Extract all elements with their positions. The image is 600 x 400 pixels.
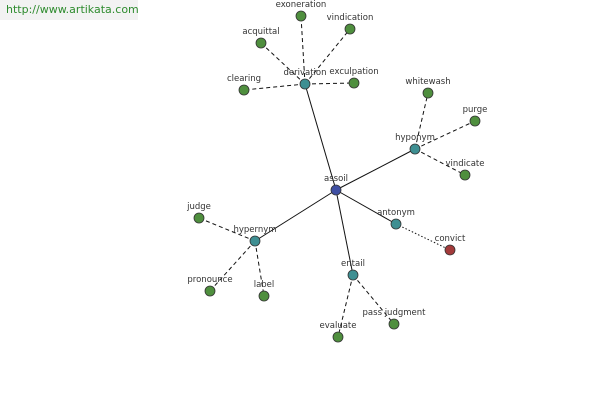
edge xyxy=(198,217,256,242)
root-node xyxy=(330,184,342,196)
hub-node xyxy=(390,218,402,230)
leaf-node xyxy=(258,290,270,302)
node-label: purge xyxy=(463,105,488,115)
node-label: vindication xyxy=(327,13,374,23)
node-label: hyponym xyxy=(395,133,435,143)
node-label: pass judgment xyxy=(363,308,427,318)
leaf-node xyxy=(295,10,307,22)
edge xyxy=(304,28,351,85)
edge xyxy=(414,148,466,176)
edge xyxy=(335,148,416,191)
node-label: exculpation xyxy=(329,67,378,77)
hub-node xyxy=(347,269,359,281)
leaf-node xyxy=(255,37,267,49)
edge xyxy=(209,240,256,292)
leaf-node xyxy=(238,84,250,96)
hub-node xyxy=(409,143,421,155)
leaf-node xyxy=(344,23,356,35)
leaf-node xyxy=(422,87,434,99)
node-label: clearing xyxy=(227,74,261,84)
node-label: whitewash xyxy=(405,77,450,87)
leaf-node xyxy=(459,169,471,181)
node-label: assoil xyxy=(324,174,348,184)
edge xyxy=(304,83,337,191)
edge xyxy=(335,189,397,225)
edge xyxy=(395,223,451,251)
leaf-node xyxy=(469,115,481,127)
node-label: pronounce xyxy=(187,275,232,285)
hub-node xyxy=(299,78,311,90)
edge xyxy=(335,189,354,276)
node-label: convict xyxy=(435,234,466,244)
edge xyxy=(300,15,306,85)
node-label: acquittal xyxy=(242,27,279,37)
leaf-node xyxy=(332,331,344,343)
edge xyxy=(254,189,337,242)
watermark-link[interactable]: http://www.artikata.com xyxy=(0,0,139,20)
leaf-node xyxy=(193,212,205,224)
node-label: label xyxy=(254,280,275,290)
node-label: evaluate xyxy=(320,321,357,331)
edge xyxy=(243,83,306,91)
edge xyxy=(414,92,429,150)
leaf-node xyxy=(348,77,360,89)
opp-node xyxy=(444,244,456,256)
node-label: antonym xyxy=(377,208,415,218)
edge xyxy=(337,274,354,338)
node-label: derivation xyxy=(283,68,326,78)
node-label: hypernym xyxy=(233,225,276,235)
node-label: entail xyxy=(341,259,365,269)
edge xyxy=(304,82,355,85)
edge xyxy=(260,42,306,85)
leaf-node xyxy=(388,318,400,330)
edge xyxy=(254,240,265,297)
node-label: judge xyxy=(186,202,211,212)
node-label: vindicate xyxy=(446,159,485,169)
hub-node xyxy=(249,235,261,247)
leaf-node xyxy=(204,285,216,297)
node-label: exoneration xyxy=(276,0,327,10)
edge xyxy=(352,274,395,325)
